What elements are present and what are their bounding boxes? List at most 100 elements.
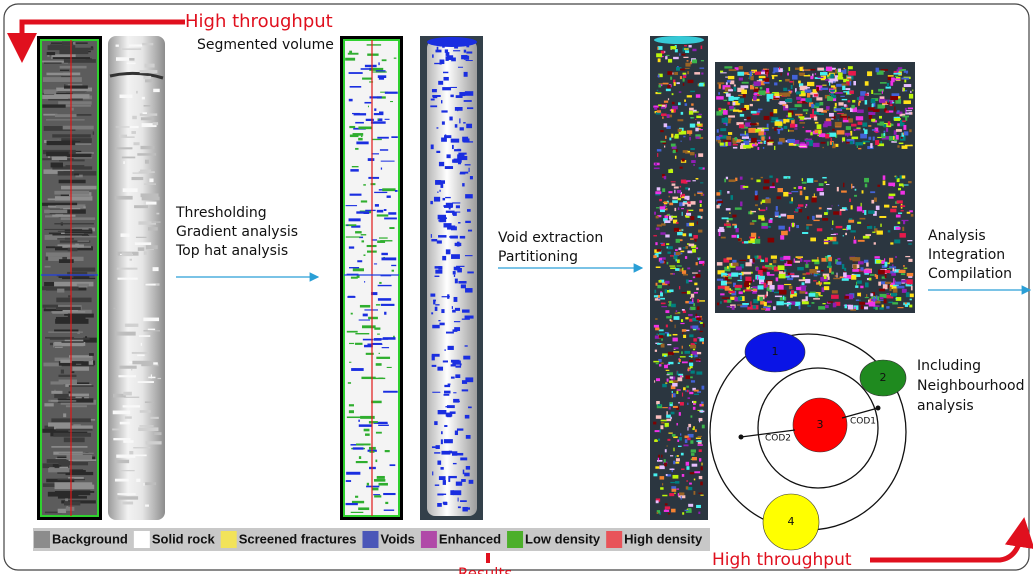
texture: [731, 272, 739, 277]
texture: [851, 274, 857, 280]
texture: [893, 130, 897, 135]
texture: [356, 211, 370, 214]
texture: [865, 234, 871, 237]
texture: [119, 421, 130, 425]
texture: [798, 145, 807, 147]
texture: [668, 195, 671, 198]
texture: [877, 136, 882, 139]
texture: [461, 380, 468, 384]
texture: [816, 108, 824, 112]
texture: [454, 107, 463, 111]
texture: [54, 482, 93, 486]
texture: [696, 440, 702, 442]
texture: [902, 120, 906, 122]
texture: [663, 175, 667, 180]
texture: [801, 301, 809, 305]
texture: [695, 134, 701, 138]
texture: [681, 208, 684, 210]
texture: [898, 183, 904, 187]
core-render: [108, 36, 165, 520]
texture: [731, 234, 737, 238]
texture: [728, 89, 734, 92]
texture: [115, 126, 133, 128]
texture: [657, 342, 663, 345]
texture: [42, 428, 69, 433]
texture: [699, 82, 704, 87]
texture: [743, 282, 750, 288]
texture: [349, 134, 359, 138]
texture: [839, 115, 848, 118]
texture: [732, 143, 738, 146]
texture: [805, 87, 810, 89]
texture: [878, 281, 882, 286]
texture: [685, 279, 689, 284]
texture: [898, 187, 902, 191]
texture: [139, 410, 151, 413]
texture: [656, 401, 660, 405]
texture: [801, 100, 808, 104]
texture: [734, 224, 738, 229]
texture: [682, 73, 687, 76]
texture: [358, 424, 372, 427]
texture: [444, 135, 452, 139]
legend-swatch: [34, 531, 50, 548]
texture: [902, 226, 905, 232]
texture: [381, 257, 397, 261]
texture: [783, 176, 791, 179]
texture: [871, 296, 880, 301]
texture: [386, 366, 392, 368]
texture: [655, 466, 660, 469]
texture: [657, 46, 663, 50]
texture: [680, 194, 683, 198]
texture: [660, 50, 665, 54]
texture: [388, 212, 397, 215]
texture: [433, 196, 441, 202]
texture: [464, 414, 470, 419]
texture: [883, 299, 887, 304]
texture: [665, 205, 667, 208]
texture: [688, 508, 692, 511]
texture: [49, 338, 90, 340]
texture: [880, 223, 882, 227]
texture: [734, 67, 739, 71]
texture: [811, 103, 815, 108]
texture: [731, 305, 735, 310]
texture: [895, 214, 901, 218]
texture: [899, 113, 906, 117]
texture: [890, 242, 894, 245]
texture: [873, 305, 880, 307]
texture: [694, 154, 697, 158]
texture: [822, 146, 824, 149]
texture: [743, 241, 749, 244]
texture: [52, 464, 62, 468]
texture: [887, 262, 890, 265]
texture: [700, 403, 704, 407]
texture: [464, 255, 473, 257]
texture: [682, 83, 685, 86]
texture: [727, 118, 731, 124]
texture: [775, 127, 784, 131]
texture: [371, 153, 380, 155]
texture: [849, 81, 852, 86]
texture: [662, 483, 664, 486]
texture: [878, 115, 883, 119]
texture: [868, 277, 872, 281]
texture: [903, 70, 909, 73]
texture: [444, 166, 454, 169]
texture: [119, 470, 135, 472]
texture: [688, 503, 694, 507]
texture: [371, 292, 378, 296]
texture: [904, 78, 907, 83]
texture: [668, 191, 673, 194]
texture: [681, 270, 687, 274]
texture: [667, 251, 671, 254]
texture: [452, 202, 461, 204]
texture: [145, 245, 158, 250]
texture: [909, 293, 914, 298]
texture: [853, 236, 856, 240]
texture: [718, 83, 721, 89]
texture: [774, 291, 780, 294]
texture: [750, 110, 757, 114]
texture: [770, 120, 778, 123]
